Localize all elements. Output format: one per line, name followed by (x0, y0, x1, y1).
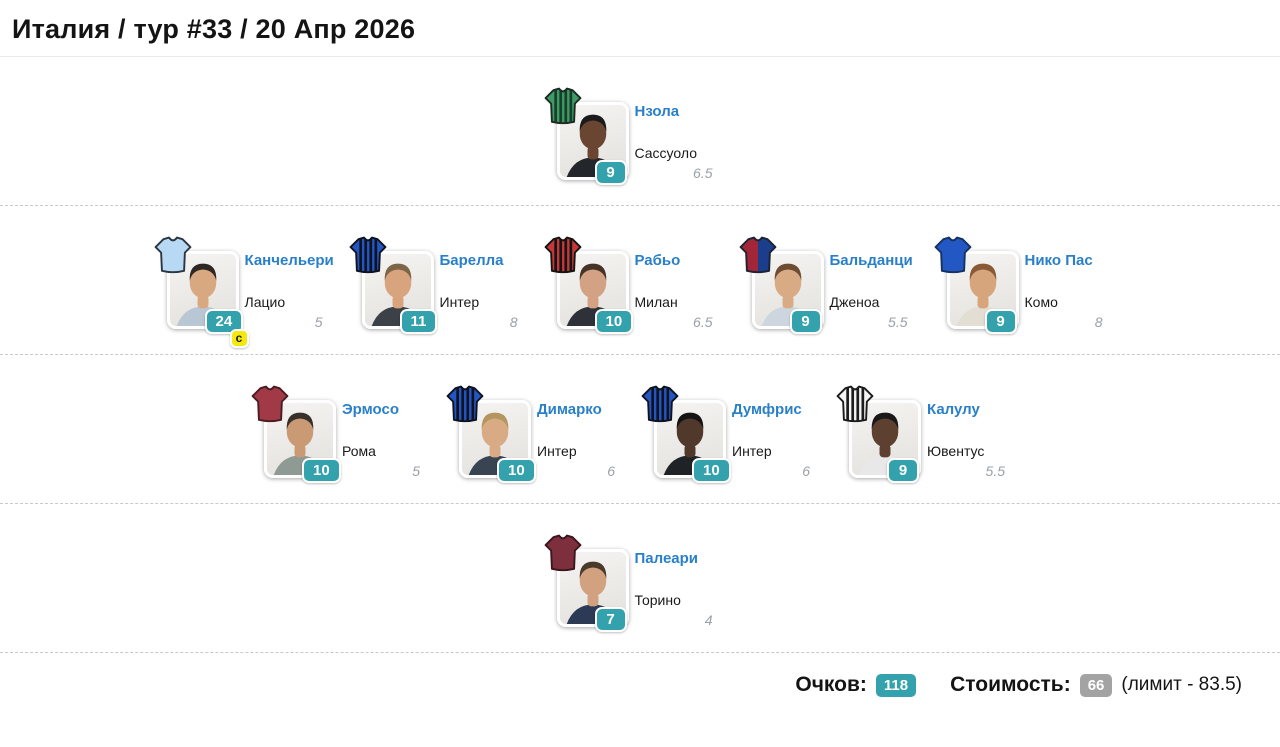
captain-badge: c (229, 329, 249, 348)
team-jersey-icon (349, 236, 387, 274)
player-name-link[interactable]: Нзола (634, 103, 680, 120)
player-card: Бальданци Дженоа 5.5 9 (738, 236, 933, 354)
player-team: Торино (634, 592, 681, 608)
player-points-badge: 9 (789, 309, 822, 334)
player-price: 6.5 (693, 165, 713, 181)
formation-row-goalkeeper: Палеари Торино 4 7 (0, 504, 1280, 653)
player-price: 5 (412, 463, 420, 479)
player-card: Нзола Сассуоло 6.5 9 (543, 87, 738, 205)
team-jersey-icon (544, 87, 582, 125)
team-jersey-icon (544, 534, 582, 572)
player-name-link[interactable]: Барелла (439, 252, 504, 269)
player-team: Интер (537, 443, 577, 459)
player-card: Димарко Интер 6 10 (445, 385, 640, 503)
player-card: Рабьо Милан 6.5 10 (543, 236, 738, 354)
player-points-badge: 9 (887, 458, 919, 483)
player-card: Нико Пас Комо 8 9 (933, 236, 1128, 354)
formation-row-defenders: Эрмосо Рома 5 10 Димарко Интер 6 10 Думф… (0, 355, 1280, 504)
points-total-badge: 118 (875, 673, 917, 697)
player-card: Калулу Ювентус 5.5 9 (835, 385, 1030, 503)
player-points-badge: 9 (594, 160, 627, 185)
player-points-badge: 7 (594, 607, 627, 632)
points-total-label: Очков: (795, 673, 867, 696)
player-team: Рома (342, 443, 376, 459)
player-name-link[interactable]: Канчельери (244, 252, 334, 269)
team-jersey-icon (544, 236, 582, 274)
player-price: 6 (607, 463, 615, 479)
player-team: Милан (634, 294, 678, 310)
team-jersey-icon (154, 236, 192, 274)
player-price: 6.5 (693, 314, 713, 330)
player-price: 8 (509, 314, 518, 330)
player-team: Дженоа (829, 294, 880, 310)
player-points-badge: 10 (594, 309, 634, 334)
player-card: Думфрис Интер 6 10 (640, 385, 835, 503)
cost-limit-note: (лимит - 83.5) (1121, 674, 1242, 695)
player-name-link[interactable]: Бальданци (829, 252, 913, 269)
header-divider (0, 56, 1280, 57)
player-name-link[interactable]: Думфрис (732, 401, 802, 418)
player-card: Эрмосо Рома 5 10 (250, 385, 445, 503)
player-name-link[interactable]: Палеари (634, 550, 699, 567)
player-price: 4 (704, 612, 713, 628)
player-price: 5.5 (888, 314, 908, 330)
player-price: 6 (802, 463, 810, 479)
player-card: Барелла Интер 8 11 (348, 236, 543, 354)
totals-bar: Очков: 118 Стоимость: 66 (лимит - 83.5) (0, 653, 1280, 697)
player-name-link[interactable]: Эрмосо (342, 401, 400, 418)
player-price: 8 (1094, 314, 1103, 330)
team-jersey-icon (446, 385, 484, 423)
cost-total-badge: 66 (1079, 673, 1113, 697)
player-points-badge: 10 (497, 458, 536, 483)
player-points-badge: 11 (399, 309, 438, 334)
player-name-link[interactable]: Димарко (537, 401, 602, 418)
team-jersey-icon (739, 236, 777, 274)
player-name-link[interactable]: Нико Пас (1024, 252, 1093, 269)
player-team: Ювентус (927, 443, 985, 459)
player-points-badge: 9 (984, 309, 1017, 334)
player-name-link[interactable]: Рабьо (634, 252, 681, 269)
formation-row-forwards: Нзола Сассуоло 6.5 9 (0, 57, 1280, 206)
player-team: Лацио (244, 294, 286, 310)
team-jersey-icon (641, 385, 679, 423)
player-card: Палеари Торино 4 7 (543, 534, 738, 652)
player-team: Сассуоло (634, 145, 697, 161)
player-points-badge: 10 (302, 458, 341, 483)
player-price: 5.5 (985, 463, 1005, 479)
player-price: 5 (314, 314, 323, 330)
player-team: Комо (1024, 294, 1058, 310)
player-card: Канчельери Лацио 5 24 c (153, 236, 348, 354)
cost-total-label: Стоимость: (950, 673, 1071, 696)
player-team: Интер (732, 443, 772, 459)
team-jersey-icon (934, 236, 972, 274)
formation-row-midfielders: Канчельери Лацио 5 24 c Барелла Интер 8 … (0, 206, 1280, 355)
player-team: Интер (439, 294, 480, 310)
player-points-badge: 10 (692, 458, 731, 483)
team-jersey-icon (836, 385, 874, 423)
page-title: Италия / тур #33 / 20 Апр 2026 (12, 14, 416, 44)
team-jersey-icon (251, 385, 289, 423)
player-name-link[interactable]: Калулу (927, 401, 980, 418)
